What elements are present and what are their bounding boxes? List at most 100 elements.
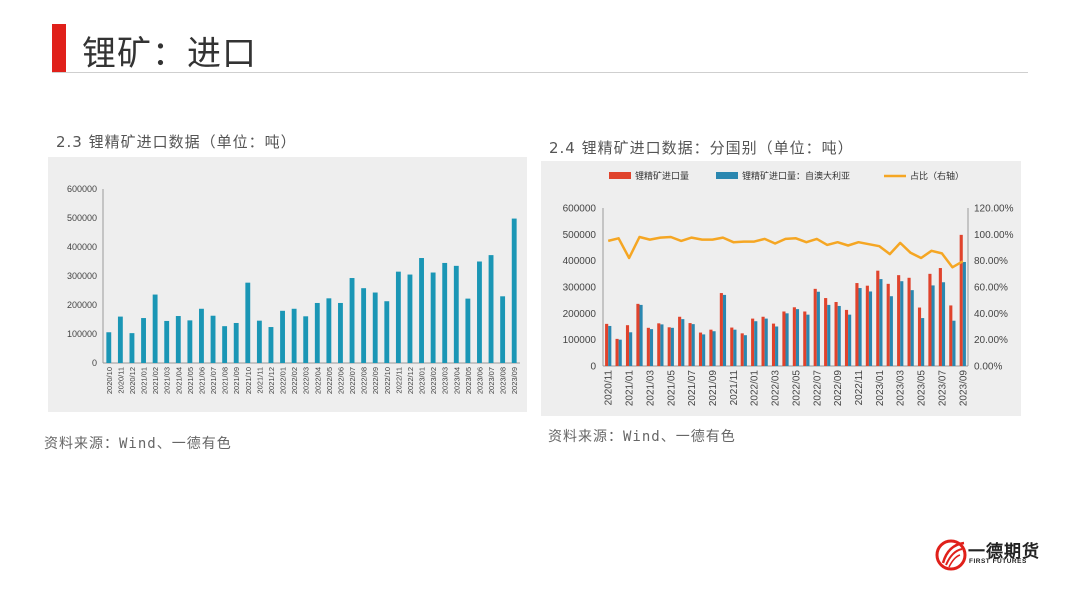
bar [442,262,448,363]
bar-australia [785,313,789,366]
x-tick-label: 2021/03 [163,367,172,394]
bar-total [688,323,692,366]
bar-australia [629,332,633,366]
bar [106,332,112,363]
x-tick-label: 2021/04 [174,367,183,394]
x-tick-label: 2021/07 [209,367,218,394]
bar [407,274,413,363]
x-tick-label: 2021/09 [232,367,241,394]
bar-australia [816,291,820,366]
y2-tick-label: 80.00% [974,256,1008,267]
right-source-note: 资料来源：Wind、一德有色 [548,429,736,445]
x-tick-label: 2022/10 [383,367,392,394]
x-tick-label: 2022/09 [833,370,844,407]
bar-total [761,316,765,366]
bar-australia [795,309,800,366]
x-tick-label: 2023/09 [510,367,519,394]
bar-total [855,283,859,366]
bar [395,271,401,363]
y-tick-label: 200000 [67,300,97,310]
bar-australia [952,320,956,366]
bar-australia [900,281,904,366]
y-tick-label: 600000 [67,184,97,194]
legend-swatch [609,172,631,179]
bar-australia [868,291,873,366]
bar-australia [921,318,925,366]
bar-australia [733,329,737,366]
x-tick-label: 2021/01 [625,370,636,407]
bar-total [792,307,796,366]
bar [326,298,332,363]
bar-total [698,332,703,366]
x-tick-label: 2023/03 [896,370,907,407]
bar-australia [858,288,862,366]
x-tick-label: 2023/03 [441,367,450,394]
bar [280,310,285,363]
bar-australia [670,327,674,366]
x-tick-label: 2023/07 [487,367,496,394]
y-tick-label: 300000 [67,271,97,281]
x-tick-label: 2023/05 [917,370,928,407]
y2-tick-label: 20.00% [974,335,1008,346]
bar [222,326,228,363]
x-tick-label: 2022/08 [360,367,369,394]
bar [384,301,390,363]
x-tick-label: 2022/03 [771,370,782,407]
x-tick-label: 2021/10 [244,367,253,394]
x-tick-label: 2021/11 [729,370,740,406]
bar [511,218,517,363]
bar-australia [910,290,914,366]
x-tick-label: 2022/03 [302,367,311,394]
bar [361,288,367,363]
x-tick-label: 2021/11 [255,367,264,394]
x-tick-label: 2021/01 [140,367,149,394]
legend-label: 占比（右轴） [910,170,964,181]
import-volume-chart: 0 100000 200000 300000 400000 500000 600000 202… [67,184,520,394]
bar [175,316,181,363]
x-tick-label: 2021/05 [186,367,195,394]
bar-australia [681,319,685,366]
x-tick-label: 2023/01 [418,367,427,394]
bar [117,316,123,363]
x-tick-label: 2020/10 [105,367,114,394]
bar-total [730,327,734,366]
bar [256,320,262,363]
x-tick-label: 2021/05 [666,370,677,407]
x-tick-label: 2021/02 [151,367,160,394]
x-tick-label: 2021/08 [221,367,230,394]
bar [164,320,170,363]
bar-australia [712,331,716,366]
y-tick-label: 300000 [563,283,597,294]
left-chart-panel: 0 100000 200000 300000 400000 500000 600000 202… [48,157,527,412]
title-divider [52,72,1028,73]
bar [465,298,471,363]
bar-total [959,234,963,366]
bar [453,265,459,363]
bar-total [625,325,630,366]
right-chart-panel: 锂精矿进口量 锂精矿进口量：自澳大利亚 占比（右轴） 0 100000 200000 300… [541,161,1021,416]
bar [233,322,239,363]
x-tick-label: 2023/09 [958,370,969,407]
y2-tick-label: 100.00% [974,230,1014,241]
bar-total [771,323,776,366]
bar-australia [660,324,664,366]
y-tick-label: 0 [92,358,97,368]
bar [303,316,309,363]
bar-australia [806,314,810,366]
y-tick-label: 0 [590,362,596,373]
bar-australia [889,296,893,366]
x-tick-label: 2023/06 [475,367,484,394]
bar-australia [691,324,695,366]
bar-australia [618,339,622,366]
legend-swatch [716,172,738,179]
x-tick-label: 2023/01 [875,370,886,407]
x-tick-label: 2021/07 [687,370,698,407]
x-tick-label: 2022/01 [750,370,761,407]
bar-total [657,323,661,366]
bar [152,294,158,363]
x-tick-label: 2023/08 [499,367,508,394]
y-tick-label: 200000 [563,309,597,320]
bar [245,282,251,363]
x-tick-label: 2023/04 [452,367,461,394]
bar [268,327,274,363]
